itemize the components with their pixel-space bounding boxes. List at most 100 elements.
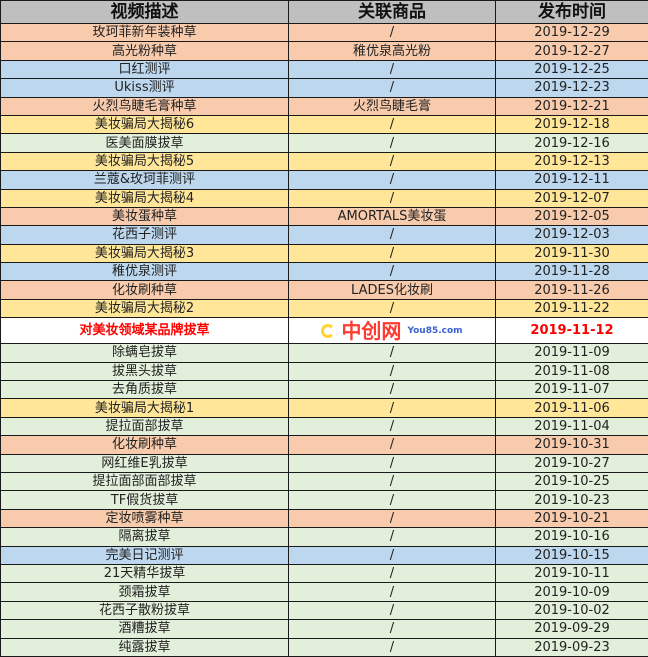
cell-related-product[interactable]: 火烈鸟睫毛膏 <box>288 96 496 116</box>
cell-publish-time[interactable]: 2019-09-23 <box>495 637 648 657</box>
cell-publish-time[interactable]: 2019-11-07 <box>495 380 648 400</box>
cell-publish-time[interactable]: 2019-12-07 <box>495 188 648 208</box>
cell-video-description[interactable]: 除螨皂拔草 <box>0 343 289 363</box>
cell-video-description[interactable]: 高光粉种草 <box>0 41 289 61</box>
cell-video-description[interactable]: 美妆骗局大揭秘1 <box>0 398 289 418</box>
cell-publish-time[interactable]: 2019-12-05 <box>495 206 648 227</box>
cell-related-product[interactable]: / <box>288 398 496 418</box>
cell-related-product[interactable]: AMORTALS美妆蛋 <box>288 206 496 227</box>
cell-video-description[interactable]: 定妆喷雾种草 <box>0 508 289 529</box>
cell-publish-time[interactable]: 2019-11-08 <box>495 361 648 382</box>
cell-related-product[interactable]: / <box>288 225 496 245</box>
cell-video-description[interactable]: 完美日记测评 <box>0 545 289 565</box>
cell-publish-time[interactable]: 2019-11-30 <box>495 243 648 264</box>
cell-video-description[interactable]: 化妆刷种草 <box>0 435 289 455</box>
cell-related-product[interactable]: / <box>288 78 496 98</box>
cell-publish-time[interactable]: 2019-10-02 <box>495 600 648 621</box>
cell-publish-time[interactable]: 2019-11-26 <box>495 280 648 300</box>
cell-publish-time[interactable]: 2019-12-21 <box>495 96 648 116</box>
header-related-product[interactable]: 关联商品 <box>288 0 496 24</box>
cell-related-product[interactable]: / <box>288 188 496 208</box>
cell-video-description[interactable]: Ukiss测评 <box>0 78 289 98</box>
cell-related-product[interactable]: / <box>288 637 496 657</box>
cell-related-product[interactable]: / <box>288 471 496 492</box>
cell-publish-time[interactable]: 2019-12-13 <box>495 151 648 172</box>
cell-related-product[interactable]: / <box>288 508 496 529</box>
cell-video-description[interactable]: 网红维E乳拔草 <box>0 453 289 473</box>
cell-video-description[interactable]: 稚优泉测评 <box>0 262 289 282</box>
cell-video-description[interactable]: TF假货拔草 <box>0 490 289 510</box>
cell-publish-time[interactable]: 2019-12-03 <box>495 225 648 245</box>
cell-publish-time[interactable]: 2019-11-28 <box>495 262 648 282</box>
cell-related-product[interactable]: / <box>288 114 496 135</box>
header-video-description[interactable]: 视频描述 <box>0 0 289 24</box>
cell-related-product[interactable]: / <box>288 545 496 565</box>
cell-publish-time[interactable]: 2019-10-25 <box>495 471 648 492</box>
cell-publish-time[interactable]: 2019-12-16 <box>495 133 648 153</box>
cell-publish-time[interactable]: 2019-11-22 <box>495 298 648 319</box>
cell-video-description[interactable]: 拔黑头拔草 <box>0 361 289 382</box>
cell-related-product[interactable]: / <box>288 416 496 437</box>
cell-video-description[interactable]: 花西子散粉拔草 <box>0 600 289 621</box>
cell-video-description[interactable]: 去角质拔草 <box>0 380 289 400</box>
cell-related-product[interactable]: / <box>288 361 496 382</box>
cell-publish-time[interactable]: 2019-12-25 <box>495 59 648 80</box>
cell-publish-time[interactable]: 2019-10-09 <box>495 582 648 602</box>
cell-publish-time[interactable]: 2019-11-06 <box>495 398 648 418</box>
cell-related-product[interactable]: LADES化妆刷 <box>288 280 496 300</box>
cell-related-product[interactable]: / <box>288 619 496 639</box>
cell-related-product[interactable]: / <box>288 563 496 584</box>
cell-publish-time[interactable]: 2019-10-11 <box>495 563 648 584</box>
cell-publish-time[interactable]: 2019-10-27 <box>495 453 648 473</box>
cell-video-description[interactable]: 酒糟拔草 <box>0 619 289 639</box>
cell-video-description[interactable]: 美妆骗局大揭秘5 <box>0 151 289 172</box>
cell-related-product[interactable]: / <box>288 343 496 363</box>
cell-related-product[interactable]: 中创网 You85.com <box>288 317 496 345</box>
cell-video-description[interactable]: 21天精华拔草 <box>0 563 289 584</box>
cell-video-description[interactable]: 隔离拔草 <box>0 527 289 547</box>
cell-video-description[interactable]: 化妆刷种草 <box>0 280 289 300</box>
cell-publish-time[interactable]: 2019-11-09 <box>495 343 648 363</box>
cell-related-product[interactable]: / <box>288 243 496 264</box>
cell-video-description[interactable]: 颈霜拔草 <box>0 582 289 602</box>
cell-video-description[interactable]: 提拉面部面部拔草 <box>0 471 289 492</box>
cell-video-description[interactable]: 火烈鸟睫毛膏种草 <box>0 96 289 116</box>
cell-related-product[interactable]: / <box>288 600 496 621</box>
cell-video-description[interactable]: 玫珂菲新年装种草 <box>0 22 289 43</box>
cell-video-description[interactable]: 兰蔻&玫珂菲测评 <box>0 170 289 190</box>
cell-related-product[interactable]: 稚优泉高光粉 <box>288 41 496 61</box>
cell-publish-time[interactable]: 2019-11-04 <box>495 416 648 437</box>
cell-publish-time[interactable]: 2019-12-23 <box>495 78 648 98</box>
cell-publish-time[interactable]: 2019-10-23 <box>495 490 648 510</box>
cell-video-description[interactable]: 纯露拔草 <box>0 637 289 657</box>
cell-publish-time[interactable]: 2019-12-29 <box>495 22 648 43</box>
cell-related-product[interactable]: / <box>288 435 496 455</box>
cell-related-product[interactable]: / <box>288 59 496 80</box>
cell-video-description[interactable]: 口红测评 <box>0 59 289 80</box>
cell-video-description[interactable]: 美妆蛋种草 <box>0 206 289 227</box>
cell-related-product[interactable]: / <box>288 151 496 172</box>
cell-related-product[interactable]: / <box>288 170 496 190</box>
cell-video-description[interactable]: 对美妆领域某品牌拔草 <box>0 317 289 345</box>
cell-related-product[interactable]: / <box>288 527 496 547</box>
cell-related-product[interactable]: / <box>288 380 496 400</box>
cell-publish-time[interactable]: 2019-09-29 <box>495 619 648 639</box>
cell-publish-time[interactable]: 2019-12-11 <box>495 170 648 190</box>
cell-video-description[interactable]: 美妆骗局大揭秘6 <box>0 114 289 135</box>
cell-related-product[interactable]: / <box>288 133 496 153</box>
cell-video-description[interactable]: 花西子测评 <box>0 225 289 245</box>
cell-publish-time[interactable]: 2019-10-21 <box>495 508 648 529</box>
cell-publish-time[interactable]: 2019-11-12 <box>495 317 648 345</box>
cell-related-product[interactable]: / <box>288 262 496 282</box>
cell-publish-time[interactable]: 2019-10-15 <box>495 545 648 565</box>
cell-related-product[interactable]: / <box>288 453 496 473</box>
cell-publish-time[interactable]: 2019-12-27 <box>495 41 648 61</box>
cell-publish-time[interactable]: 2019-12-18 <box>495 114 648 135</box>
cell-video-description[interactable]: 美妆骗局大揭秘4 <box>0 188 289 208</box>
cell-video-description[interactable]: 美妆骗局大揭秘3 <box>0 243 289 264</box>
cell-video-description[interactable]: 医美面膜拔草 <box>0 133 289 153</box>
header-publish-time[interactable]: 发布时间 <box>495 0 648 24</box>
cell-publish-time[interactable]: 2019-10-31 <box>495 435 648 455</box>
cell-related-product[interactable]: / <box>288 298 496 319</box>
cell-related-product[interactable]: / <box>288 490 496 510</box>
